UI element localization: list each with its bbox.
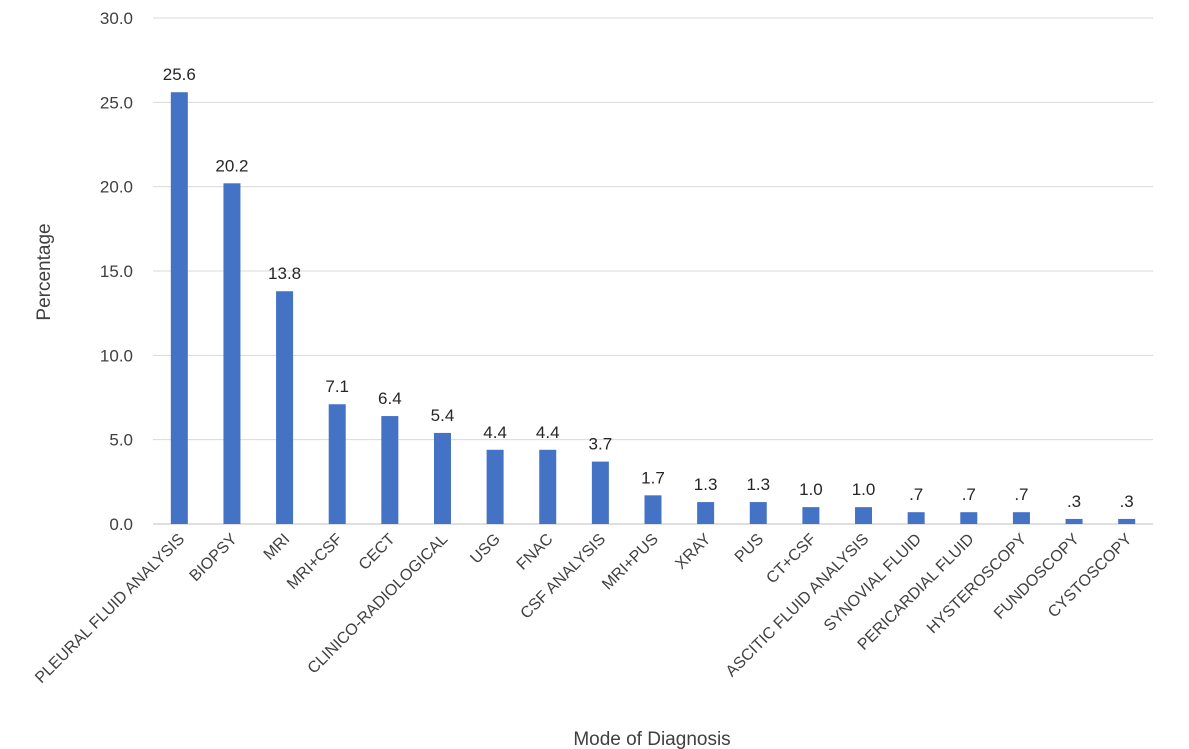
y-tick-label: 25.0 (100, 93, 133, 112)
y-tick-label: 20.0 (100, 178, 133, 197)
bar (1012, 512, 1030, 524)
bar (1118, 518, 1136, 524)
x-tick-label: BIOPSY (187, 531, 241, 585)
data-label: .7 (962, 485, 976, 504)
bar (381, 416, 399, 524)
x-tick-label: FNAC (514, 531, 557, 574)
x-tick-label: MRI (261, 531, 294, 564)
bar (749, 502, 767, 524)
data-label: 1.0 (852, 480, 876, 499)
bars (170, 92, 1136, 525)
bar (223, 183, 241, 524)
bar (170, 92, 188, 525)
x-tick-label: PUS (732, 531, 767, 566)
data-label: 1.7 (641, 468, 665, 487)
bar (855, 507, 873, 524)
x-axis-title: Mode of Diagnosis (573, 729, 730, 749)
x-tick-label: CECT (356, 531, 399, 574)
data-label: .7 (909, 485, 923, 504)
data-label: 7.1 (325, 377, 349, 396)
data-labels: 25.6 20.2 13.8 7.1 6.4 5.4 4.4 4.4 3.7 1.7 1.3 1.3 1… (163, 65, 1134, 511)
x-tick-label: MRI+PUS (599, 531, 662, 594)
x-tick-label: HYSTEROSCOPY (924, 531, 1031, 638)
x-tick-label: SYNOVIAL FLUID (821, 531, 925, 635)
y-axis-title: Percentage (34, 223, 55, 320)
bar (1065, 518, 1083, 524)
data-label: 6.4 (378, 389, 402, 408)
bar (960, 512, 978, 524)
data-label: 3.7 (589, 435, 613, 454)
bar (591, 461, 609, 524)
y-tick-label: 0.0 (109, 515, 133, 534)
bar (907, 512, 925, 524)
bar (433, 432, 451, 524)
data-label: 1.3 (746, 475, 770, 494)
bar (644, 495, 662, 524)
data-label: 1.0 (799, 480, 823, 499)
y-tick-label: 15.0 (100, 262, 133, 281)
y-axis-ticks: 0.0 5.0 10.0 15.0 20.0 25.0 30.0 (100, 9, 133, 534)
data-label: .7 (1014, 485, 1028, 504)
x-tick-label: PLEURAL FLUID ANALYSIS (32, 531, 188, 687)
data-label: 13.8 (268, 264, 301, 283)
bar (539, 449, 557, 524)
y-tick-label: 30.0 (100, 9, 133, 28)
data-label: 20.2 (215, 156, 248, 175)
gridlines (153, 17, 1153, 525)
x-tick-label: MRI+CSF (284, 531, 346, 593)
data-label: .3 (1067, 492, 1081, 511)
data-label: 1.3 (694, 475, 718, 494)
x-tick-label: USG (467, 531, 504, 568)
bar (328, 404, 346, 524)
x-tick-label: XRAY (672, 531, 714, 573)
data-label: 5.4 (431, 406, 455, 425)
y-tick-label: 10.0 (100, 346, 133, 365)
bar (486, 449, 504, 524)
bar (697, 502, 715, 524)
y-tick-label: 5.0 (109, 431, 133, 450)
data-label: 25.6 (163, 65, 196, 84)
bar (276, 291, 294, 524)
data-label: 4.4 (483, 423, 507, 442)
bar (802, 507, 820, 524)
data-label: .3 (1120, 492, 1134, 511)
data-label: 4.4 (536, 423, 560, 442)
